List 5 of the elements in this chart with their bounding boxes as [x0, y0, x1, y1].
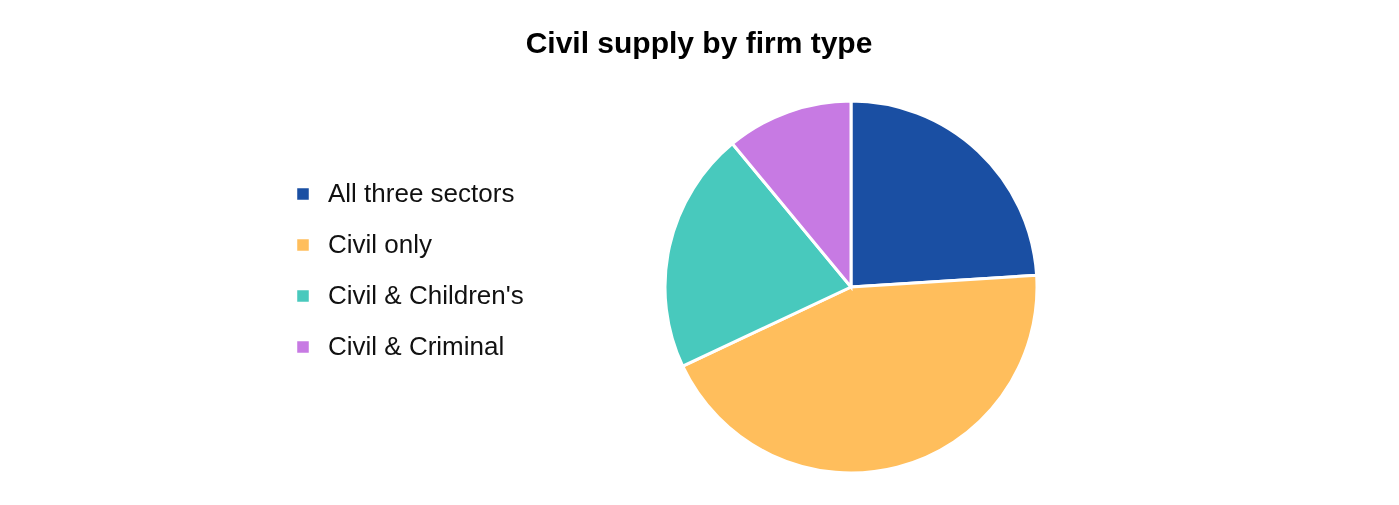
legend-label: Civil & Children's [328, 280, 524, 310]
legend-label: All three sectors [328, 178, 515, 208]
legend-label: Civil & Criminal [328, 331, 505, 361]
chart-title: Civil supply by firm type [525, 26, 873, 59]
legend-label: Civil only [328, 229, 433, 259]
